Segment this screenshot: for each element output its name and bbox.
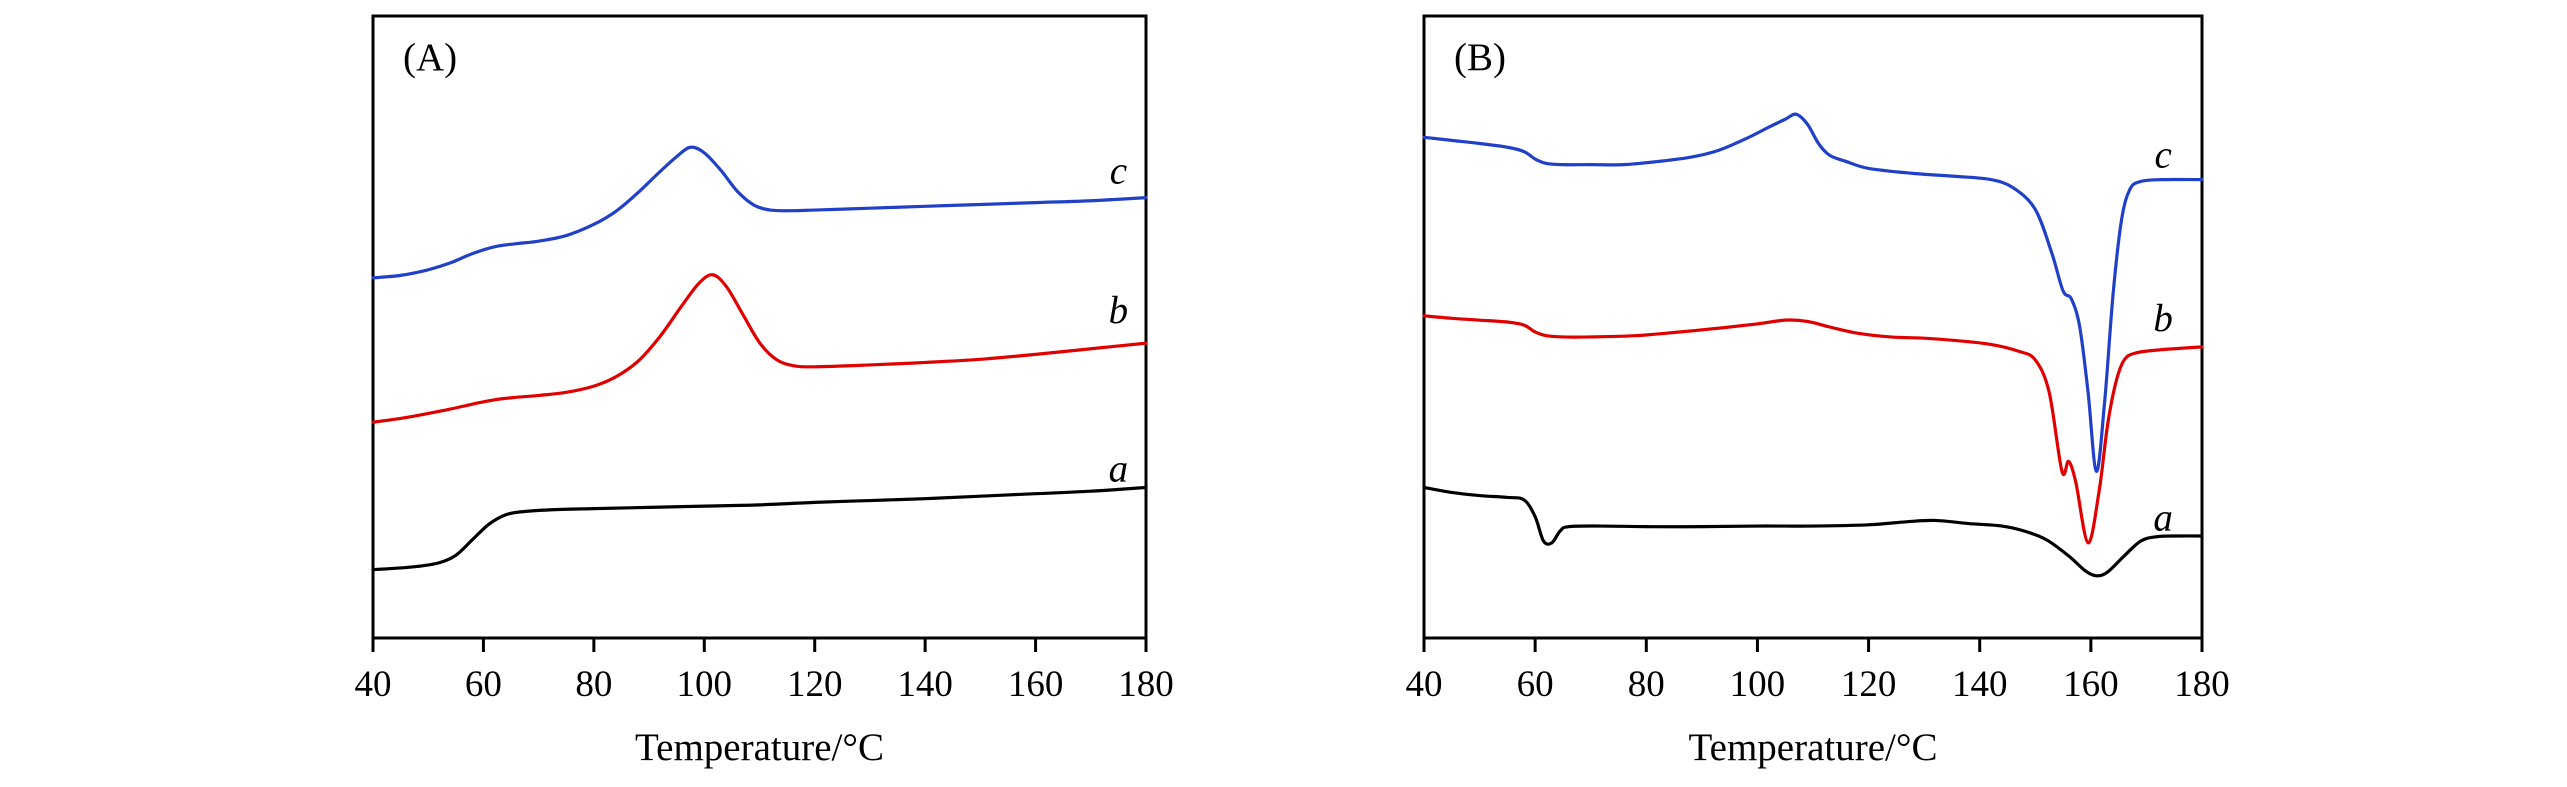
curve-b xyxy=(371,273,1148,424)
x-tick-label: 160 xyxy=(2063,664,2119,705)
series-label-c: c xyxy=(2154,133,2171,176)
x-tick-label: 80 xyxy=(1628,664,1665,705)
panel-A: 40 60 80 100 120 140 160 180 Temperature/°C (A) a b… xyxy=(355,14,1174,769)
series-label-b: b xyxy=(2153,297,2173,340)
x-tick-label: 140 xyxy=(897,664,953,705)
x-tick-label: 180 xyxy=(2174,664,2230,705)
x-axis-title: Temperature/°C xyxy=(635,726,884,769)
series-label-a: a xyxy=(1109,447,1129,490)
x-tick-label: 40 xyxy=(1406,664,1443,705)
x-tick-label: 60 xyxy=(1517,664,1554,705)
x-tick-label: 60 xyxy=(465,664,502,705)
curve-b xyxy=(1422,314,2204,545)
plot-frame xyxy=(371,14,1148,640)
panel-letter: (A) xyxy=(403,36,457,79)
curve-a xyxy=(371,485,1148,572)
series-label-c: c xyxy=(1110,150,1127,193)
x-tick-label: 120 xyxy=(787,664,843,705)
panel-letter: (B) xyxy=(1454,36,1506,79)
x-tick-label: 180 xyxy=(1118,664,1174,705)
x-tick-label: 140 xyxy=(1952,664,2008,705)
curve-a xyxy=(1422,485,2204,578)
curve-c xyxy=(371,145,1148,280)
x-tick-label: 100 xyxy=(677,664,733,705)
x-tick-label: 40 xyxy=(355,664,392,705)
x-tick-label: 160 xyxy=(1008,664,1064,705)
panel-B: 40 60 80 100 120 140 160 180 Temperature/°C (B) a b… xyxy=(1406,14,2230,769)
curve-c xyxy=(1422,112,2204,473)
x-tick-label: 120 xyxy=(1841,664,1897,705)
series-label-b: b xyxy=(1109,289,1129,332)
x-tick-label: 100 xyxy=(1730,664,1786,705)
plot-frame xyxy=(1422,14,2204,640)
x-tick-label: 80 xyxy=(575,664,612,705)
series-label-a: a xyxy=(2153,497,2173,540)
x-axis-title: Temperature/°C xyxy=(1689,726,1938,769)
